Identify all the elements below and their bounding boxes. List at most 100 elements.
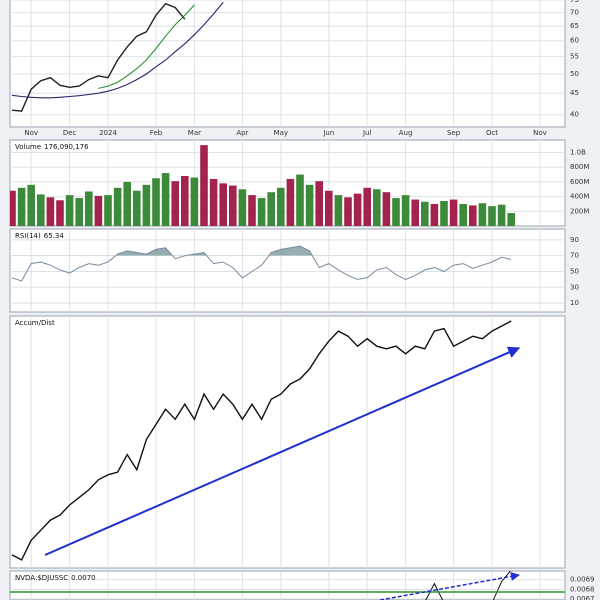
y-tick-label: 50 [570, 70, 579, 78]
x-tick-label: Apr [236, 129, 248, 137]
y-tick-label: 40 [570, 111, 579, 119]
volume-bar [277, 187, 285, 226]
volume-bar [392, 198, 400, 226]
dashed-arrow [379, 572, 520, 600]
x-tick-label: Nov [533, 129, 547, 137]
panel-title: Accum/Dist [15, 319, 55, 327]
x-tick-label: Jul [362, 129, 372, 137]
volume-bar [373, 189, 381, 226]
x-tick-label: 2024 [99, 129, 117, 137]
panel-title: RSI(14) 65.34 [15, 232, 64, 240]
indicator-line [11, 245, 512, 282]
volume-bar [478, 203, 487, 226]
y-tick-label: 70 [570, 252, 579, 260]
price-line [11, 2, 186, 112]
volume-bar [382, 192, 391, 226]
price-line [98, 4, 195, 89]
volume-bar [305, 184, 314, 226]
volume-bar [363, 187, 371, 226]
volume-bar [248, 195, 256, 226]
volume-bar [459, 203, 467, 226]
volume-bar [411, 199, 419, 226]
volume-bar [421, 201, 429, 226]
volume-bar [133, 190, 141, 226]
y-tick-label: 800M [570, 163, 589, 171]
volume-bar [497, 204, 506, 226]
volume-bar [469, 205, 477, 226]
panel-title-value: 176,090,176 [44, 143, 89, 151]
x-tick-label: Jun [322, 129, 334, 137]
indicator-line [11, 320, 512, 561]
y-tick-label: 45 [570, 89, 579, 97]
volume-bar [17, 187, 26, 226]
volume-bar [94, 195, 103, 226]
volume-bar [267, 192, 275, 226]
volume-bar [104, 195, 112, 226]
x-tick-label: Dec [63, 129, 77, 137]
volume-bar [190, 177, 199, 226]
panels: 40 45 50 55 60 65 70 75 200M 400M 600M 800M 1.0B Volu… [9, 0, 595, 600]
y-tick-label: 65 [570, 22, 579, 30]
y-tick-label: 30 [570, 283, 579, 291]
volume-bar [229, 185, 237, 226]
volume-bar [257, 198, 266, 226]
trend-arrow [44, 346, 521, 556]
volume-bar [152, 178, 160, 226]
y-tick-label: 200M [570, 207, 589, 215]
panel-title-name: Volume [15, 143, 41, 151]
volume-bar [27, 184, 35, 226]
volume-bar [238, 189, 247, 226]
panel-title-value: 0.0070 [71, 574, 96, 582]
x-tick-label: Sep [447, 129, 461, 137]
y-tick-label: 400M [570, 193, 589, 201]
panel-frame [9, 228, 566, 313]
volume-bar [401, 195, 410, 226]
volume-bar [440, 201, 448, 226]
volume-bar [334, 195, 343, 226]
x-tick-label: Nov [24, 129, 38, 137]
panel-title: NVDA:$DJUSSC 0.0070 [15, 574, 96, 582]
volume-bar [56, 200, 64, 226]
y-tick-label: 0.0068 [570, 585, 595, 593]
x-tick-label: Mar [188, 129, 201, 137]
y-tick-label: 1.0B [570, 148, 586, 156]
volume-bar [449, 199, 458, 226]
volume-bar [430, 203, 439, 226]
x-tick-label: Oct [486, 129, 498, 137]
volume-bar [507, 213, 515, 226]
y-tick-label: 0.0067 [570, 595, 595, 600]
volume-bar [219, 183, 227, 226]
indicator-line [425, 571, 512, 600]
y-tick-label: 50 [570, 267, 579, 275]
y-tick-label: 75 [570, 0, 579, 4]
volume-bar [37, 194, 45, 226]
volume-bar [200, 145, 208, 226]
y-tick-label: 10 [570, 299, 579, 307]
y-tick-label: 60 [570, 37, 579, 45]
x-tick-label: May [274, 129, 288, 137]
volume-bar [353, 193, 362, 226]
volume-bar [209, 178, 218, 226]
y-tick-label: 90 [570, 236, 579, 244]
volume-bar [325, 190, 333, 226]
panel-frame [9, 0, 566, 128]
volume-bar [161, 173, 170, 226]
volume-bar [85, 191, 93, 226]
y-tick-label: 70 [570, 9, 579, 17]
volume-bar [75, 198, 83, 226]
volume-bar [315, 181, 323, 226]
panel-frame [9, 315, 566, 569]
price-line [11, 2, 224, 99]
volume-bar [488, 206, 496, 226]
volume-bar [286, 178, 295, 226]
x-tick-label: Feb [150, 129, 163, 137]
y-tick-label: 55 [570, 53, 579, 61]
panel-title-name: RSI(14) [15, 232, 41, 240]
panel-title-name: Accum/Dist [15, 319, 55, 327]
volume-bar [46, 197, 55, 226]
volume-bar [296, 174, 304, 226]
rsi-fill [115, 246, 313, 256]
panel-title: Volume 176,090,176 [15, 143, 89, 151]
volume-bar [123, 181, 131, 226]
